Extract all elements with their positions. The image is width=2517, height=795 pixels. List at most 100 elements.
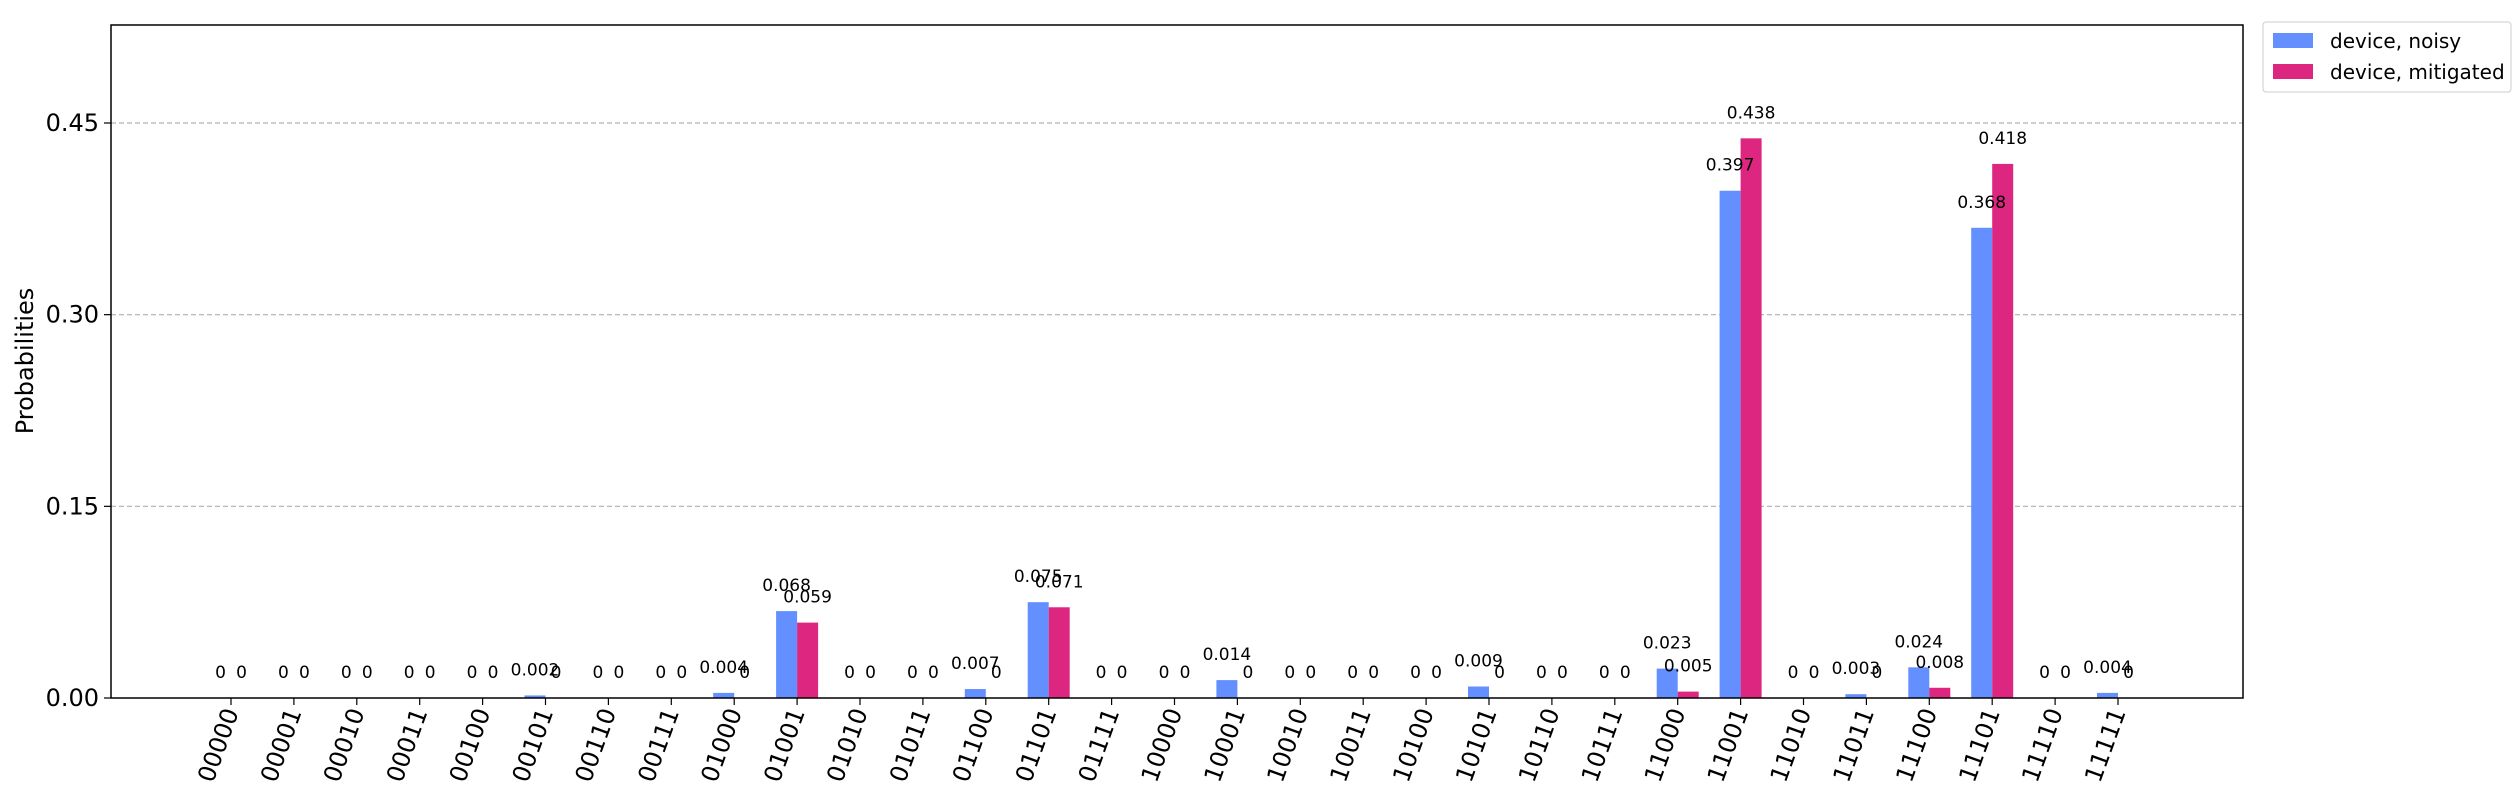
data-label-mitigated: 0 [1557, 663, 1568, 683]
x-tick-label: 00001 [255, 704, 307, 785]
data-label-noisy: 0 [341, 663, 352, 683]
data-label-mitigated: 0 [1431, 663, 1442, 683]
bar-noisy [1908, 667, 1930, 698]
data-label-mitigated: 0 [299, 663, 310, 683]
y-axis: 0.00 0.15 0.30 0.45 [46, 109, 111, 712]
data-label-mitigated: 0 [1117, 663, 1128, 683]
bar-noisy [1468, 686, 1489, 698]
data-label-mitigated: 0 [991, 663, 1002, 683]
x-tick-label: 11010 [1765, 704, 1817, 785]
data-label-mitigated: 0 [1180, 663, 1191, 683]
x-axis: 00000 00001 00010 00011 00100 00101 00110 00111… [192, 698, 2132, 786]
data-label-noisy: 0 [215, 663, 226, 683]
x-tick-label: 10111 [1576, 704, 1628, 785]
bar-noisy [964, 689, 986, 698]
data-label-noisy: 0.007 [951, 654, 1000, 674]
data-label-noisy: 0 [278, 663, 289, 683]
bar-noisy [1719, 190, 1741, 698]
data-label-mitigated: 0 [1494, 663, 1505, 683]
bar-noisy [1656, 668, 1678, 698]
x-tick-label: 11100 [1891, 704, 1943, 785]
data-label-mitigated: 0 [1305, 663, 1316, 683]
y-axis-label: Probabilities [11, 288, 39, 435]
data-label-noisy: 0 [1788, 663, 1799, 683]
x-tick-label: 11111 [2079, 704, 2131, 785]
bar-noisy [713, 692, 735, 698]
y-tick-label: 0.15 [46, 492, 99, 520]
y-tick-label: 0.30 [46, 301, 99, 329]
data-label-noisy: 0 [1096, 663, 1107, 683]
x-tick-label: 11011 [1828, 704, 1880, 785]
data-label-noisy: 0 [467, 663, 478, 683]
x-tick-label: 11001 [1702, 704, 1754, 785]
data-label-mitigated: 0 [236, 663, 247, 683]
data-label-mitigated: 0 [1871, 663, 1882, 683]
bar-noisy [524, 695, 546, 698]
bar-mitigated [1740, 138, 1762, 698]
x-tick-label: 01011 [884, 704, 936, 785]
data-label-mitigated: 0 [1620, 663, 1631, 683]
plot-frame [110, 24, 2244, 699]
data-label-noisy: 0.014 [1203, 645, 1252, 665]
data-label-mitigated: 0 [425, 663, 436, 683]
bar-noisy [1845, 694, 1867, 698]
data-label-noisy: 0 [907, 663, 918, 683]
data-label-mitigated: 0 [865, 663, 876, 683]
grid-lines [111, 122, 2243, 507]
x-tick-label: 10000 [1136, 704, 1188, 785]
data-label-mitigated: 0.005 [1664, 657, 1713, 677]
x-tick-label: 01001 [758, 704, 810, 785]
data-label-noisy: 0 [1284, 663, 1295, 683]
x-tick-label: 01111 [1073, 704, 1125, 785]
x-tick-label: 01101 [1010, 704, 1062, 785]
data-label-mitigated: 0 [362, 663, 373, 683]
bar-noisy [776, 611, 798, 698]
x-tick-label: 11110 [2016, 704, 2068, 785]
data-label-mitigated: 0.059 [783, 588, 832, 608]
x-tick-label: 01000 [695, 704, 747, 785]
data-label-noisy: 0.009 [1454, 652, 1503, 672]
data-label-mitigated: 0 [928, 663, 939, 683]
x-tick-label: 11101 [1953, 704, 2005, 785]
data-label-noisy: 0 [1410, 663, 1421, 683]
data-label-mitigated: 0.008 [1915, 653, 1964, 673]
data-label-noisy: 0.004 [699, 658, 748, 678]
x-tick-label: 00000 [192, 704, 244, 785]
data-label-noisy: 0 [1536, 663, 1547, 683]
data-label-noisy: 0.068 [762, 576, 811, 596]
bar-noisy [2097, 692, 2118, 698]
x-tick-label: 10101 [1450, 704, 1502, 785]
data-label-noisy: 0.368 [1957, 193, 2006, 213]
data-label-noisy: 0.397 [1706, 156, 1755, 176]
data-label-noisy: 0 [1159, 663, 1170, 683]
data-label-mitigated: 0 [676, 663, 687, 683]
x-tick-label: 10110 [1513, 704, 1565, 785]
x-tick-label: 00101 [507, 704, 559, 785]
data-label-mitigated: 0 [1809, 663, 1820, 683]
data-label-mitigated: 0 [613, 663, 624, 683]
data-label-noisy: 0 [2039, 663, 2050, 683]
data-label-noisy: 0 [1599, 663, 1610, 683]
data-label-mitigated: 0.438 [1727, 103, 1776, 123]
bar-noisy [1027, 602, 1049, 698]
legend: device, noisy device, mitigated [2262, 21, 2512, 93]
data-label-mitigated: 0 [488, 663, 499, 683]
x-tick-label: 10010 [1262, 704, 1314, 785]
x-tick-label: 00111 [633, 704, 685, 785]
legend-swatch-mitigated [2273, 64, 2313, 79]
x-tick-label: 00011 [381, 704, 433, 785]
legend-frame [2262, 21, 2512, 93]
data-label-noisy: 0.023 [1643, 634, 1692, 654]
x-tick-label: 01010 [821, 704, 873, 785]
data-label-mitigated: 0 [1242, 663, 1253, 683]
bar-mitigated [1992, 163, 2014, 698]
bar-mitigated [1048, 607, 1070, 698]
y-tick-label: 0.45 [46, 109, 99, 137]
bar-mitigated [797, 622, 819, 698]
x-tick-label: 11000 [1639, 704, 1691, 785]
data-label-mitigated: 0 [2060, 663, 2071, 683]
data-label-mitigated: 0 [2123, 663, 2134, 683]
legend-swatch-noisy [2273, 33, 2313, 48]
